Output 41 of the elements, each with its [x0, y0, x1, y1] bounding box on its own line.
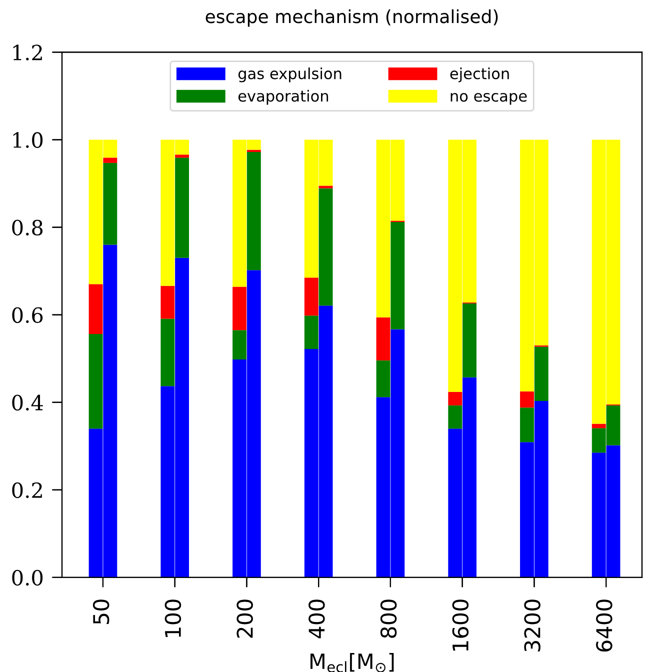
- bar: [376, 317, 390, 360]
- bar: [88, 334, 103, 429]
- y-tick-label: 0.6: [12, 307, 43, 324]
- bar: [232, 330, 246, 360]
- x-tick-label: 800: [380, 600, 397, 638]
- y-tick-label: 0.2: [12, 482, 42, 498]
- y-tick-label: 0.0: [12, 570, 43, 586]
- bar: [88, 284, 103, 334]
- x-tick-label: 400: [308, 600, 325, 638]
- chart-title: escape mechanism (normalised): [206, 9, 498, 27]
- y-tick-label: 1.2: [13, 44, 42, 60]
- bar: [520, 408, 534, 442]
- x-axis-title: M$_{ecl}$[M$_{⊙}$]: [310, 653, 394, 672]
- bar: [160, 286, 175, 319]
- bar: [534, 346, 548, 402]
- legend-label: evaporation: [238, 90, 328, 105]
- x-tick-label: 3200: [524, 600, 540, 652]
- legend-label: gas expulsion: [238, 67, 342, 82]
- bar: [448, 405, 462, 429]
- x-tick-label: 6400: [596, 600, 612, 652]
- x-tick-label: 100: [164, 600, 182, 637]
- y-tick-label: 1.0: [13, 132, 43, 148]
- x-tick-label: 200: [236, 600, 253, 638]
- bar: [448, 392, 462, 406]
- bar: [462, 303, 476, 378]
- legend-label: ejection: [450, 67, 509, 82]
- y-tick-label: 0.8: [12, 220, 43, 236]
- bar: [592, 424, 606, 428]
- bar: [318, 186, 333, 188]
- bar: [304, 278, 318, 316]
- bar: [160, 318, 175, 386]
- x-tick-label: 50: [92, 600, 110, 624]
- bar: [304, 316, 318, 349]
- bar: [520, 391, 534, 408]
- bar: [175, 154, 189, 158]
- bar: [103, 158, 118, 163]
- x-tick-label: 1600: [452, 600, 469, 651]
- legend-label: no escape: [450, 92, 527, 105]
- bar: [376, 360, 390, 398]
- y-tick-label: 0.4: [12, 394, 43, 411]
- bar: [232, 286, 246, 330]
